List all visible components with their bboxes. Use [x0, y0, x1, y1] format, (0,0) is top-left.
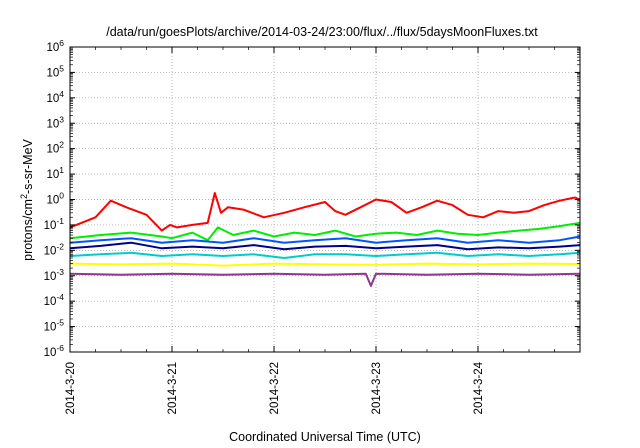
series-line-5	[69, 251, 581, 259]
series-line-1	[69, 192, 581, 232]
chart-title: /data/run/goesPlots/archive/2014-03-24/2…	[106, 25, 538, 39]
y-tick-label: 105	[46, 63, 64, 79]
series-line-3	[69, 235, 581, 244]
series-lines	[69, 192, 581, 287]
y-tick-label: 104	[46, 89, 64, 105]
grid-lines	[70, 47, 580, 352]
x-axis-ticks: 2014-3-20 2014-3-21 2014-3-22 2014-3-23 2014…	[65, 47, 555, 414]
y-tick-label: 100	[46, 191, 64, 207]
x-tick-label: 2014-3-21	[167, 362, 179, 414]
series-line-4	[69, 241, 581, 251]
x-axis-label: Coordinated Universal Time (UTC)	[229, 430, 421, 444]
y-axis-label: protons/cm2-s-sr-MeV	[19, 138, 35, 260]
series-line-2	[69, 221, 581, 242]
y-tick-label: 106	[46, 38, 64, 54]
y-tick-label: 10-3	[44, 267, 65, 283]
x-tick-label: 2014-3-22	[269, 362, 281, 414]
x-tick-label: 2014-3-23	[371, 362, 383, 414]
y-tick-label: 10-6	[44, 343, 65, 359]
y-tick-label: 101	[46, 165, 64, 181]
y-tick-label: 102	[46, 140, 64, 156]
y-tick-label: 10-2	[44, 241, 65, 257]
x-tick-label: 2014-3-20	[65, 362, 77, 414]
plot-frame	[69, 46, 581, 353]
y-tick-label: 10-5	[44, 318, 65, 334]
y-tick-label: 10-1	[44, 216, 65, 232]
y-axis-ticks: 10-6 10-5 10-4 10-3 10-2 10-1 100 101 102 103 104 1…	[44, 38, 580, 359]
y-tick-label: 103	[46, 114, 64, 130]
y-tick-label: 10-4	[44, 292, 65, 308]
series-line-7	[69, 272, 581, 287]
series-line-6	[69, 262, 581, 267]
x-tick-label: 2014-3-24	[473, 361, 485, 414]
